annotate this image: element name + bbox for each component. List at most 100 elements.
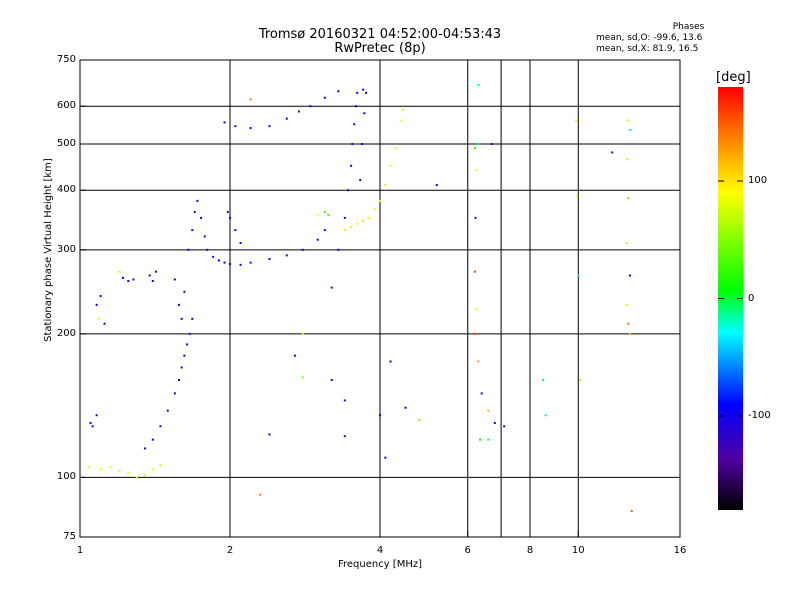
y-tick-label: 100 (56, 471, 76, 483)
data-point (91, 425, 94, 428)
data-point (473, 147, 476, 150)
data-point (87, 466, 90, 469)
data-point (95, 303, 98, 306)
x-tick-label: 1 (76, 545, 84, 556)
data-point (268, 433, 271, 436)
x-tick-label: 16 (673, 545, 687, 556)
data-point (200, 216, 203, 219)
data-point (627, 119, 630, 122)
data-point (418, 418, 421, 421)
data-point (301, 376, 304, 379)
data-point (323, 229, 326, 232)
data-point (477, 142, 480, 145)
data-point (379, 199, 381, 202)
data-point (323, 96, 326, 99)
data-point (630, 510, 633, 513)
data-point (249, 98, 252, 101)
data-point (127, 472, 130, 475)
data-point (365, 91, 368, 94)
data-point (177, 379, 180, 382)
data-point (183, 290, 186, 293)
data-point (177, 303, 180, 306)
data-point (173, 392, 176, 395)
data-point (473, 270, 476, 273)
data-point (346, 189, 349, 192)
data-point (159, 464, 162, 467)
data-point (151, 280, 154, 283)
data-point (627, 322, 630, 325)
data-point (367, 216, 370, 219)
data-point (234, 229, 237, 232)
data-point (480, 392, 483, 395)
grid-lines (80, 60, 680, 537)
data-point (151, 438, 154, 441)
data-point (99, 468, 102, 471)
data-point (285, 117, 288, 120)
data-point (323, 211, 326, 214)
data-point (268, 257, 271, 260)
data-point (629, 332, 632, 335)
y-tick-label: 400 (56, 184, 76, 196)
data-point (148, 274, 151, 277)
x-axis-label: Frequency [MHz] (337, 559, 423, 570)
data-points (87, 83, 633, 513)
data-point (191, 317, 194, 320)
colorbar-tick-label: 100 (748, 175, 768, 186)
data-point (89, 422, 92, 425)
data-point (99, 295, 102, 298)
colorbar-tick-label: -100 (748, 410, 771, 421)
phase-line-o: mean, sd,O: -99.6, 13.6 (596, 33, 703, 43)
data-point (154, 270, 157, 273)
data-point (384, 456, 387, 459)
data-point (103, 322, 106, 325)
data-point (404, 406, 407, 409)
data-point (229, 216, 231, 219)
data-point (206, 248, 209, 251)
data-point (180, 317, 183, 320)
x-tick-label: 6 (464, 545, 471, 556)
phase-line-x: mean, sd,X: 81.9, 16.5 (596, 44, 699, 54)
data-point (203, 235, 206, 238)
data-point (127, 280, 130, 283)
data-point (196, 199, 199, 202)
data-point (363, 112, 366, 115)
data-point (490, 142, 493, 145)
data-point (389, 164, 392, 167)
data-point (629, 128, 632, 131)
data-point (193, 211, 196, 214)
data-point (353, 123, 356, 126)
data-point (611, 151, 614, 154)
x-tick-label: 8 (526, 545, 534, 556)
data-point (373, 208, 376, 211)
data-point (350, 225, 353, 228)
y-tick-label: 75 (63, 531, 76, 542)
data-point (356, 222, 359, 225)
data-point (629, 274, 632, 277)
y-tick-label: 500 (56, 137, 76, 149)
data-point (226, 211, 229, 214)
data-point (389, 360, 392, 363)
data-point (223, 261, 226, 264)
data-point (249, 127, 252, 130)
data-point (327, 213, 330, 216)
data-point (379, 414, 381, 417)
data-point (118, 270, 121, 273)
data-point (343, 216, 346, 219)
data-point (316, 238, 319, 241)
data-point (354, 105, 357, 108)
data-point (316, 213, 319, 216)
data-point (626, 158, 629, 161)
y-tick-marks (80, 59, 86, 538)
data-point (166, 409, 169, 412)
data-point (97, 317, 100, 320)
x-tick-label: 2 (226, 545, 234, 556)
data-point (173, 278, 176, 281)
colorbar-tick-marks (718, 180, 743, 417)
data-point (435, 184, 438, 187)
data-point (223, 121, 226, 124)
data-point (187, 248, 190, 251)
x-tick-label: 10 (571, 545, 585, 556)
data-point (186, 343, 189, 346)
data-point (285, 254, 288, 257)
